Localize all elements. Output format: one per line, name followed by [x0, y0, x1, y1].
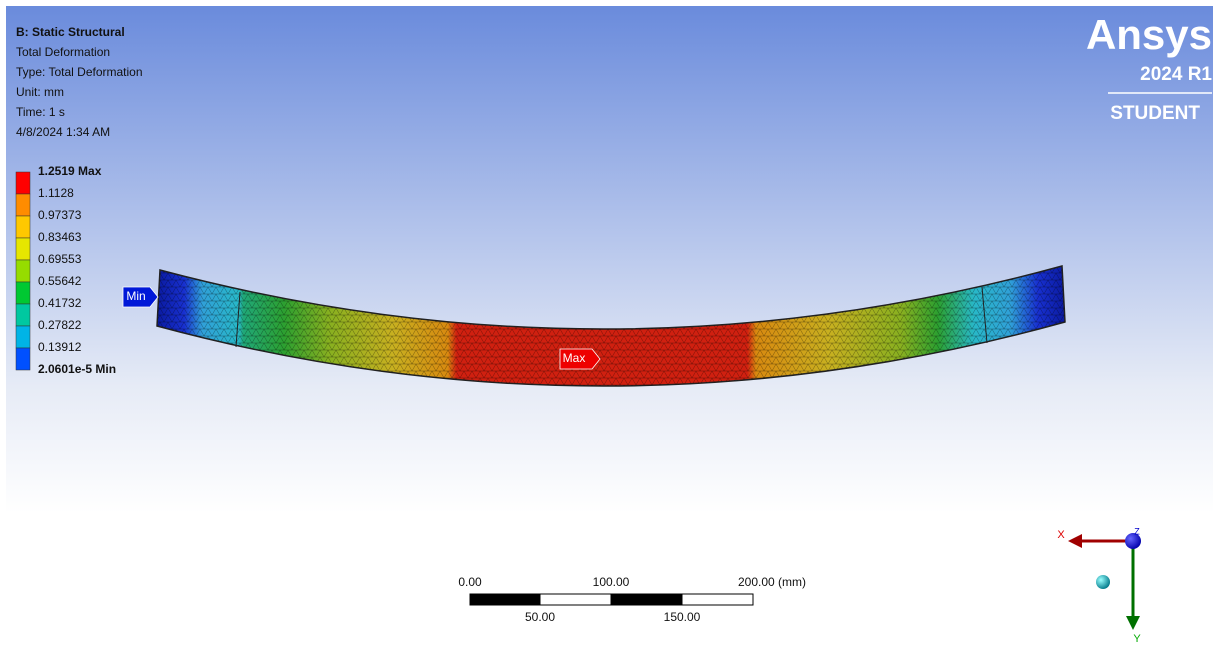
triad-y: Y: [1133, 633, 1141, 645]
min-label: Min: [126, 289, 145, 303]
header-line: Time: 1 s: [16, 105, 65, 119]
legend-label: 0.69553: [38, 252, 82, 266]
legend-label: 0.97373: [38, 208, 82, 222]
header-line: Type: Total Deformation: [16, 65, 143, 79]
header-line: Unit: mm: [16, 85, 64, 99]
legend-swatch: [16, 238, 30, 260]
scale-label: 150.00: [664, 610, 701, 624]
legend-swatch: [16, 194, 30, 216]
legend-swatch: [16, 260, 30, 282]
header-line: 4/8/2024 1:34 AM: [16, 125, 110, 139]
min-probe: Min: [123, 287, 158, 307]
scale-label: 200.00 (mm): [738, 575, 806, 589]
legend-label: 1.1128: [38, 186, 74, 200]
legend-label: 1.2519 Max: [38, 164, 102, 178]
legend-label: 0.13912: [38, 340, 82, 354]
legend-swatch: [16, 304, 30, 326]
header-line: Total Deformation: [16, 45, 110, 59]
legend-swatch: [16, 282, 30, 304]
legend-label: 0.41732: [38, 296, 82, 310]
logo-version: 2024 R1: [1140, 64, 1212, 85]
scale-label: 0.00: [458, 575, 482, 589]
header-line: B: Static Structural: [16, 25, 125, 39]
legend-swatch: [16, 216, 30, 238]
legend-label: 0.83463: [38, 230, 82, 244]
logo-brand: Ansys: [1086, 11, 1212, 58]
scale-label: 50.00: [525, 610, 555, 624]
legend-swatch: [16, 172, 30, 194]
logo-edition: STUDENT: [1110, 103, 1200, 124]
viewport: B: Static Structural Total Deformation Typ…: [0, 0, 1219, 646]
triad-z: Z: [1134, 526, 1140, 536]
legend-label: 2.0601e-5 Min: [38, 362, 116, 376]
max-probe: Max: [560, 349, 600, 369]
legend-swatch: [16, 326, 30, 348]
max-label: Max: [563, 351, 586, 365]
triad-x: X: [1057, 529, 1065, 541]
legend-swatch: [16, 348, 30, 370]
legend-label: 0.55642: [38, 274, 82, 288]
scale-label: 100.00: [593, 575, 630, 589]
legend-label: 0.27822: [38, 318, 82, 332]
